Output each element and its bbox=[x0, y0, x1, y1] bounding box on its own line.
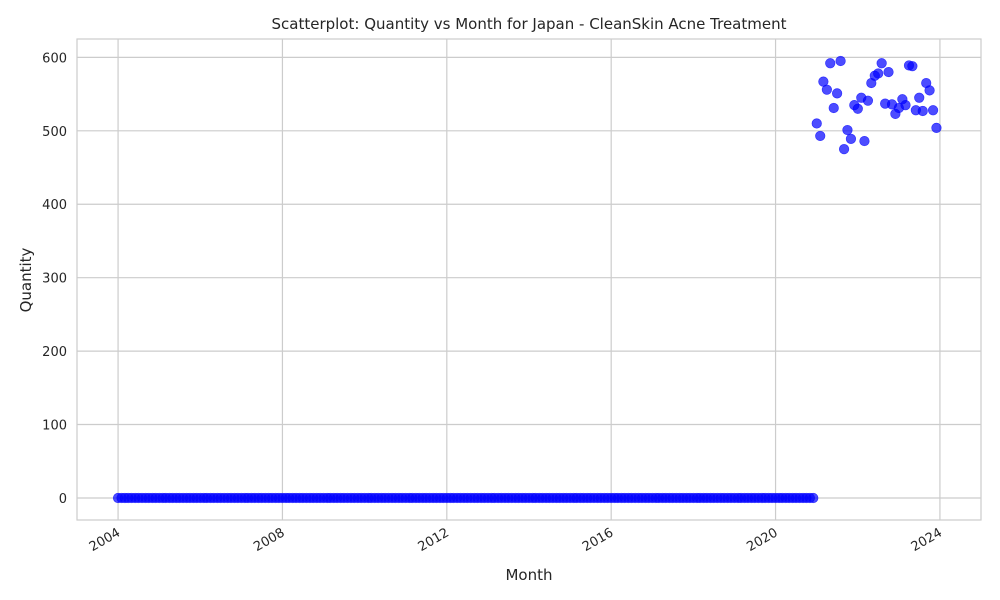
y-axis-label: Quantity bbox=[17, 247, 35, 312]
x-tick-label: 2024 bbox=[909, 525, 945, 555]
x-tick-label: 2020 bbox=[744, 525, 780, 555]
data-point bbox=[925, 86, 935, 96]
data-point bbox=[815, 131, 825, 141]
y-tick-label: 100 bbox=[42, 419, 67, 434]
y-tick-label: 200 bbox=[42, 345, 67, 360]
data-point bbox=[846, 134, 856, 144]
data-point bbox=[901, 100, 911, 110]
x-axis-label: Month bbox=[505, 566, 552, 584]
data-point bbox=[884, 67, 894, 77]
y-tick-label: 400 bbox=[42, 198, 67, 213]
data-point bbox=[860, 136, 870, 146]
y-tick-label: 500 bbox=[42, 125, 67, 140]
data-point bbox=[812, 119, 822, 129]
data-point bbox=[832, 89, 842, 99]
plot-background bbox=[77, 39, 981, 520]
data-point bbox=[877, 58, 887, 68]
data-point bbox=[829, 103, 839, 113]
x-tick-labels: 2004 2008 2012 2016 2020 2024 bbox=[87, 525, 945, 555]
data-point bbox=[825, 58, 835, 68]
data-point bbox=[839, 144, 849, 154]
y-tick-label: 300 bbox=[42, 272, 67, 287]
x-tick-label: 2004 bbox=[87, 525, 123, 555]
data-point bbox=[932, 123, 942, 133]
x-tick-label: 2012 bbox=[416, 525, 452, 555]
x-tick-label: 2016 bbox=[580, 525, 616, 555]
data-point bbox=[928, 105, 938, 115]
x-tick-label: 2008 bbox=[251, 525, 287, 555]
data-point bbox=[908, 61, 918, 71]
y-tick-label: 0 bbox=[59, 492, 67, 507]
data-point bbox=[822, 85, 832, 95]
data-point bbox=[836, 56, 846, 66]
data-point bbox=[853, 104, 863, 114]
chart-title: Scatterplot: Quantity vs Month for Japan… bbox=[272, 15, 787, 33]
data-point bbox=[863, 96, 873, 106]
data-point bbox=[808, 493, 818, 503]
data-point bbox=[914, 93, 924, 103]
y-tick-label: 600 bbox=[42, 51, 67, 66]
data-point bbox=[918, 106, 928, 116]
y-tick-labels: 0 100 200 300 400 500 600 bbox=[42, 51, 67, 507]
data-point bbox=[873, 69, 883, 79]
data-point bbox=[843, 125, 853, 135]
